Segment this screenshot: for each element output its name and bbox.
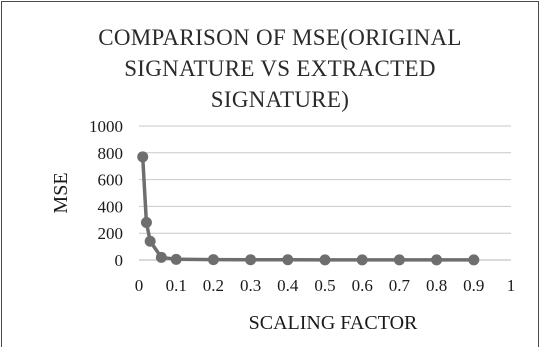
x-tick-label: 0.8 [426,276,447,295]
data-point [356,254,368,266]
data-point [468,254,480,266]
data-point [155,251,167,263]
data-point [431,254,443,266]
x-tick-label: 0.6 [352,276,373,295]
data-point [393,254,405,266]
chart-title-line-2: SIGNATURE VS EXTRACTED [124,56,436,81]
data-point [319,254,331,266]
x-tick-label: 0.9 [463,276,484,295]
series-points [137,151,480,266]
x-tick-label: 0 [135,276,144,295]
y-tick-label: 0 [115,251,124,270]
y-tick-label: 800 [98,144,124,163]
data-point [282,254,294,266]
chart-title-line-1: COMPARISON OF MSE(ORIGINAL [98,25,462,50]
data-point [170,253,182,265]
x-tick-label: 0.3 [240,276,261,295]
x-axis-title: SCALING FACTOR [249,312,418,334]
y-tick-label: 200 [98,224,124,243]
series-line-0 [140,156,474,262]
data-point [207,254,219,266]
data-point [144,235,156,247]
data-point [245,254,257,266]
x-tick-label: 0.4 [277,276,299,295]
x-tick-label: 0.1 [166,276,187,295]
data-point [137,151,149,163]
y-tick-label: 1000 [89,117,123,136]
gridlines [139,125,511,261]
x-tick-label: 0.2 [203,276,224,295]
data-point [140,216,152,228]
x-tick-label: 1 [507,276,516,295]
tick-labels: 0 200 400 600 800 1000 0 0.1 0.2 0.3 0.4 0.5 0.6 0.7 0… [89,117,515,295]
chart-title-line-3: SIGNATURE) [210,87,350,112]
y-axis-title: MSE [50,172,72,213]
x-tick-label: 0.5 [314,276,335,295]
x-tick-label: 0.7 [389,276,411,295]
y-tick-label: 600 [98,171,124,190]
series-lines [140,156,474,262]
chart-title: COMPARISON OF MSE(ORIGINAL SIGNATURE VS … [60,22,500,115]
y-tick-label: 400 [98,197,124,216]
